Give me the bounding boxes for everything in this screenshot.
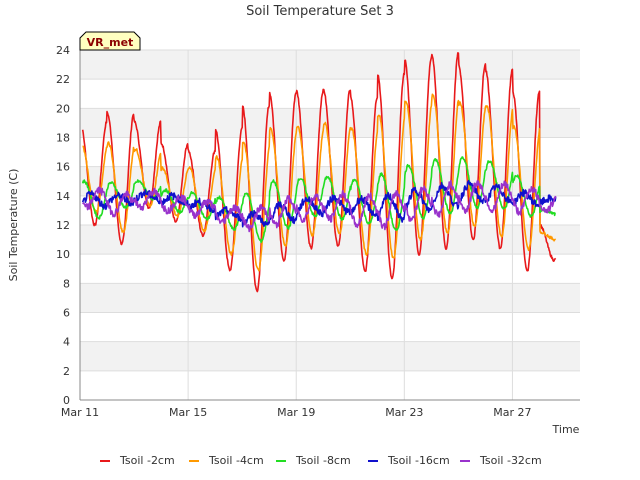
legend-label: Tsoil -16cm	[387, 454, 450, 467]
legend-label: Tsoil -32cm	[479, 454, 542, 467]
y-tick-label: 22	[56, 73, 70, 86]
legend-item-2: Tsoil -4cm	[189, 454, 264, 467]
y-tick-label: 24	[56, 44, 70, 57]
x-tick-label: Mar 19	[277, 406, 315, 419]
y-tick-label: 6	[63, 307, 70, 320]
x-tick-label: Mar 27	[493, 406, 531, 419]
series-line-1	[81, 52, 557, 293]
y-tick-label: 10	[56, 248, 70, 261]
band	[80, 341, 580, 371]
legend-item-1: Tsoil -2cm	[100, 454, 175, 467]
y-tick-label: 4	[63, 336, 70, 349]
station-badge: VR_met	[79, 31, 141, 51]
x-tick-label: Mar 11	[61, 406, 99, 419]
y-tick-label: 8	[63, 277, 70, 290]
legend-label: Tsoil -4cm	[208, 454, 264, 467]
legend: Tsoil -2cm Tsoil -4cm Tsoil -8cm Tsoil -16c…	[100, 454, 542, 467]
x-tick-label: Mar 23	[385, 406, 423, 419]
y-tick-label: 14	[56, 190, 70, 203]
legend-label: Tsoil -2cm	[119, 454, 175, 467]
band	[80, 225, 580, 255]
x-axis-label: Time	[552, 423, 580, 436]
band	[80, 50, 580, 80]
badge-label: VR_met	[87, 36, 134, 49]
y-tick-label: 0	[63, 394, 70, 407]
legend-item-5: Tsoil -32cm	[460, 454, 542, 467]
band	[80, 283, 580, 313]
legend-label: Tsoil -8cm	[295, 454, 351, 467]
series-lines	[81, 52, 557, 293]
legend-item-4: Tsoil -16cm	[368, 454, 450, 467]
y-tick-label: 18	[56, 132, 70, 145]
badge-shape	[79, 31, 141, 51]
y-tick-label: 16	[56, 161, 70, 174]
series-line-3	[81, 156, 556, 244]
band	[80, 108, 580, 138]
axes	[79, 50, 580, 401]
x-tick-label: Mar 15	[169, 406, 207, 419]
legend-item-3: Tsoil -8cm	[276, 454, 351, 467]
y-tick-label: 20	[56, 102, 70, 115]
series-line-5	[82, 180, 557, 233]
series-line-2	[82, 93, 557, 272]
chart-title: Soil Temperature Set 3	[246, 4, 394, 19]
y-axis-label: Soil Temperature (C)	[7, 169, 20, 282]
y-tick-label: 2	[63, 365, 70, 378]
x-tick-labels: Mar 11 Mar 15 Mar 19 Mar 23 Mar 27	[61, 406, 532, 419]
y-tick-label: 12	[56, 219, 70, 232]
